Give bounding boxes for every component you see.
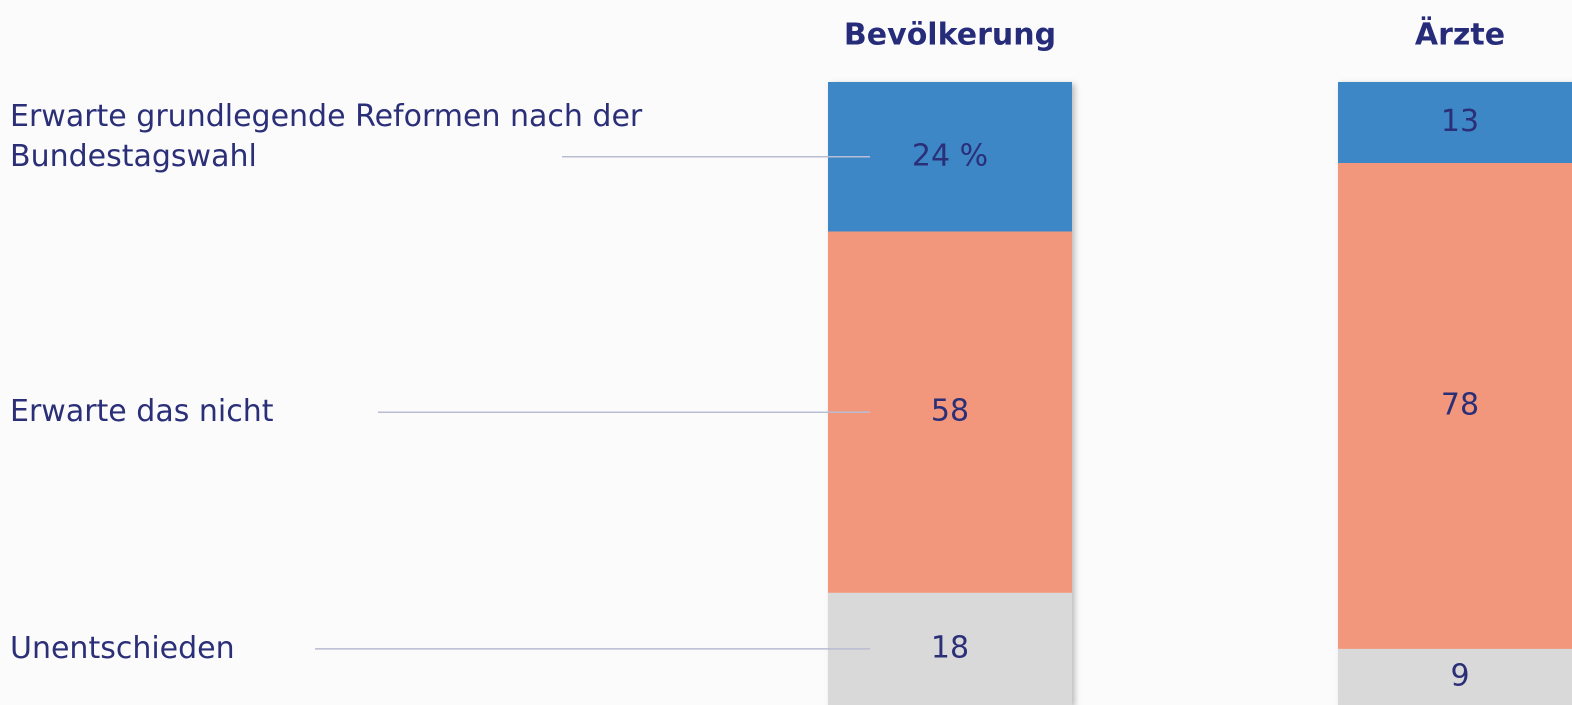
- value-label: 24 %: [912, 138, 988, 173]
- bars: [828, 82, 1572, 705]
- column-title: Bevölkerung: [844, 18, 1056, 53]
- legend-label: Unentschieden: [10, 630, 235, 666]
- value-label: 13: [1441, 104, 1479, 139]
- bar-segment: [1338, 162, 1572, 649]
- column-title: Ärzte: [1415, 17, 1505, 53]
- bar-segment: [1338, 82, 1572, 163]
- legend-label: Erwarte das nicht: [10, 394, 274, 430]
- value-label: 58: [931, 394, 969, 429]
- value-label: 9: [1450, 658, 1469, 693]
- bar-segment: [1338, 648, 1572, 705]
- value-label: 18: [931, 630, 969, 665]
- legend-label: Erwarte grundlegende Reformen nach der B…: [10, 98, 643, 174]
- value-label: 78: [1441, 387, 1479, 422]
